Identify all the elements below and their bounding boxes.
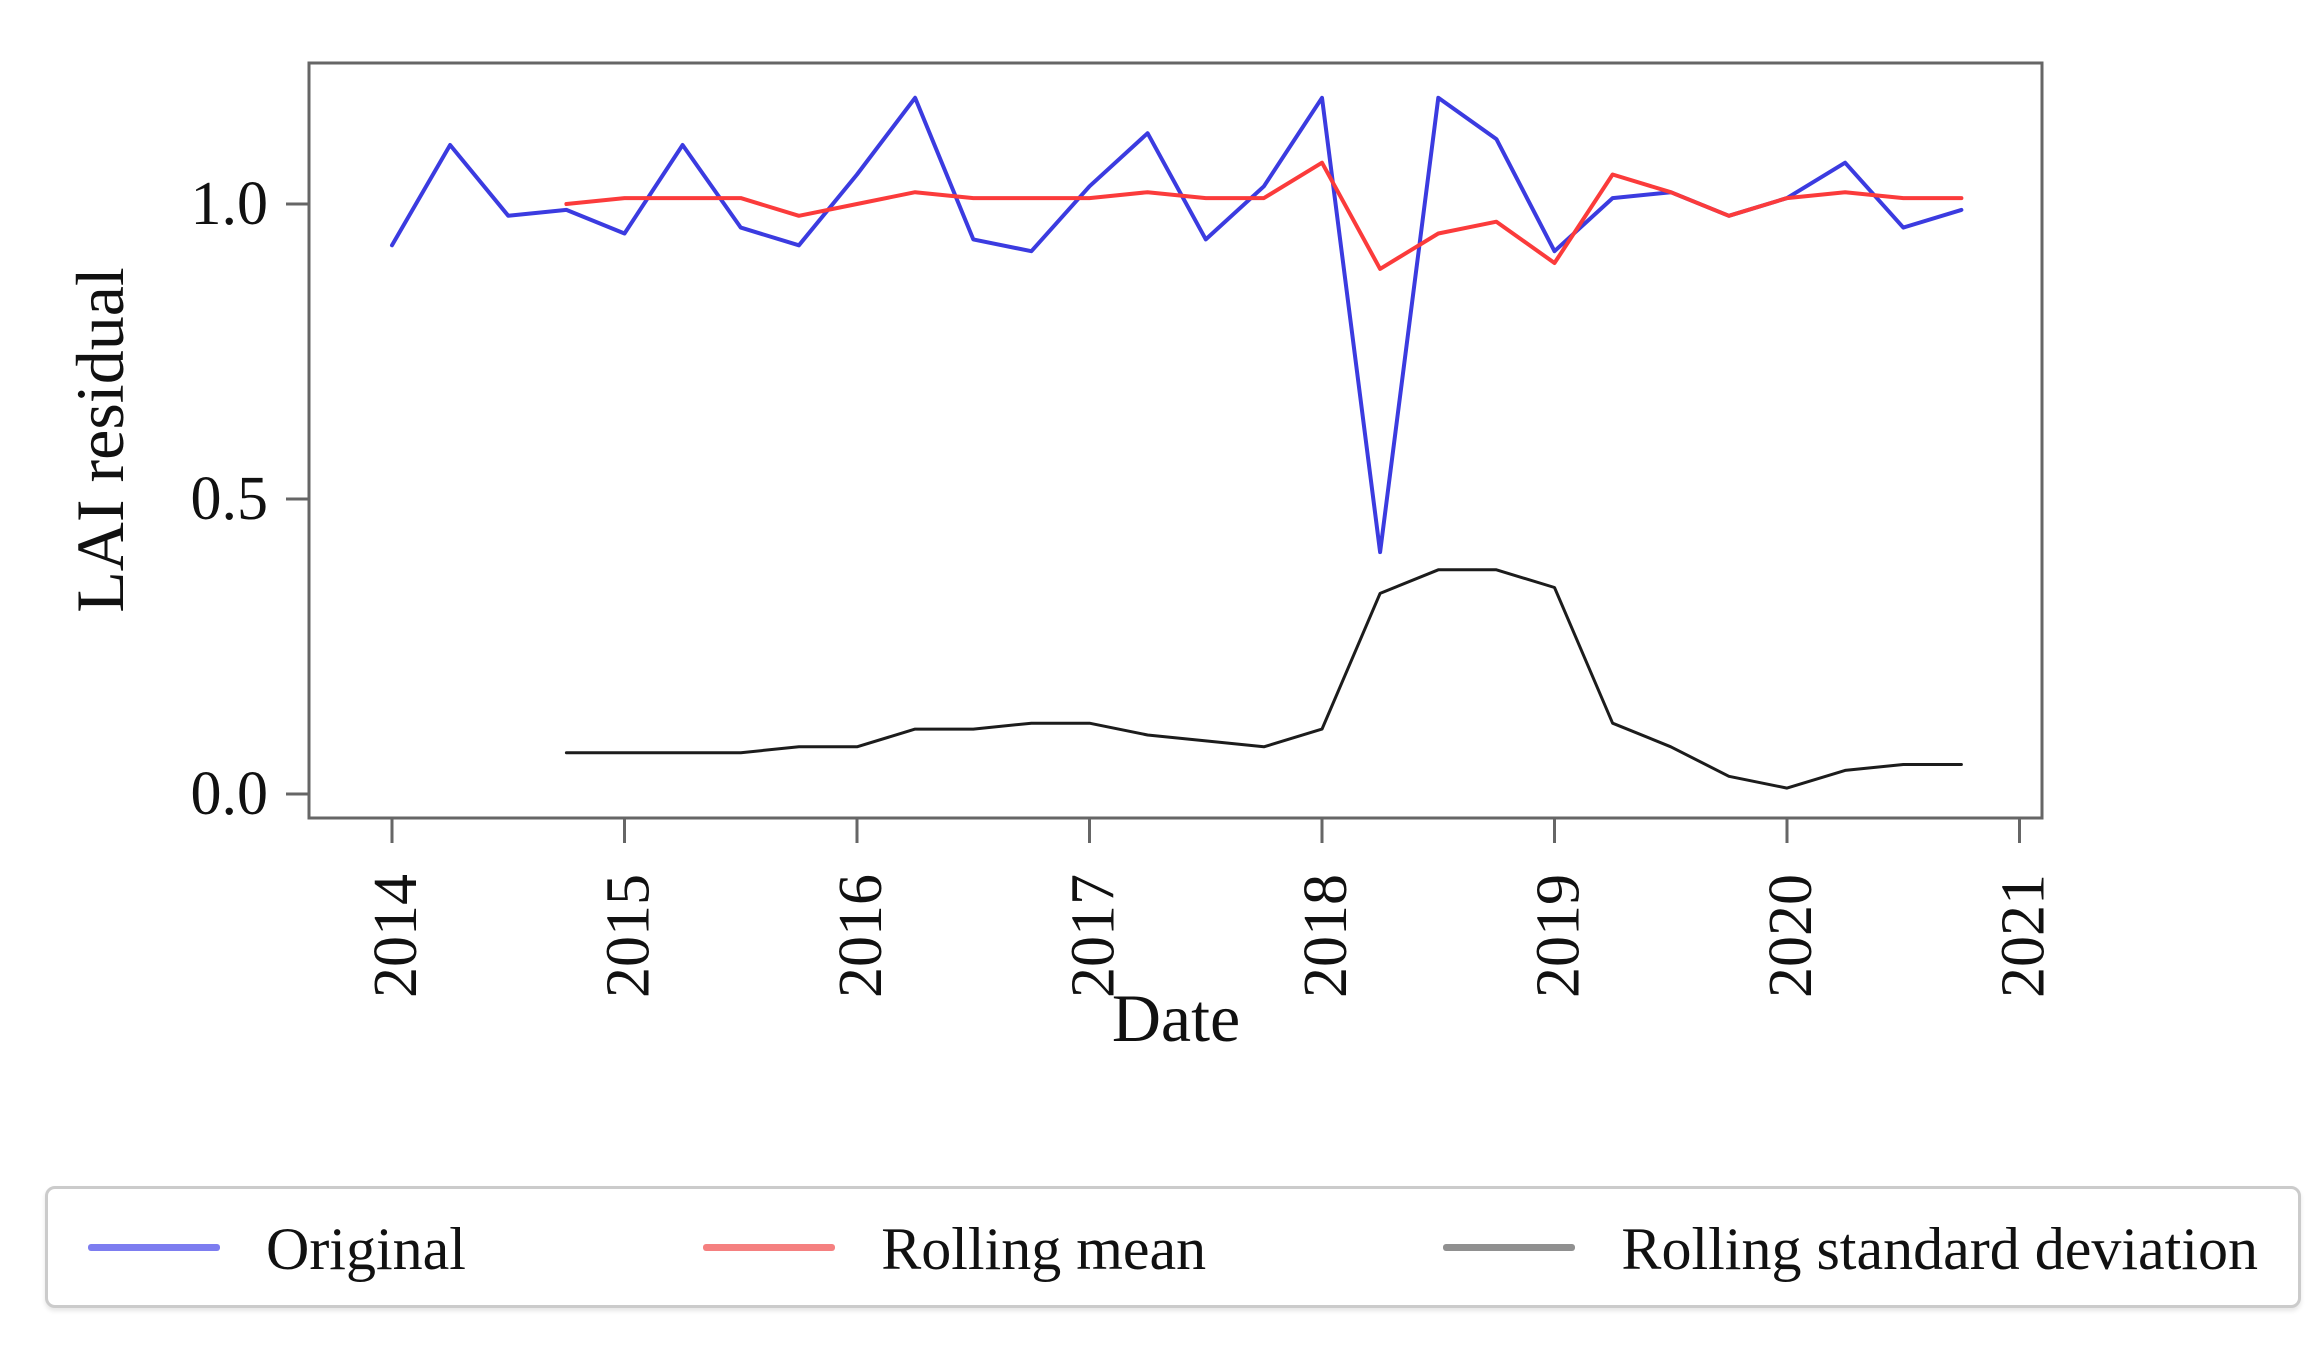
y-tick-label-0.0: 0.0 bbox=[191, 760, 269, 828]
x-axis-ticks: 2014 2015 2016 2017 2018 2019 2020 2021 bbox=[362, 818, 2058, 998]
x-tick-label-2019: 2019 bbox=[1525, 874, 1593, 998]
x-tick-label-2020: 2020 bbox=[1757, 874, 1825, 998]
legend-label-original: Original bbox=[266, 1216, 466, 1282]
x-axis-label: Date bbox=[1112, 980, 1240, 1056]
legend-label-rolling-mean: Rolling mean bbox=[881, 1216, 1207, 1282]
rolling-std-line-sample-icon bbox=[1443, 1243, 1576, 1251]
y-tick-label-0.5: 0.5 bbox=[191, 465, 269, 533]
legend-label-rolling-std: Rolling standard deviation bbox=[1621, 1216, 2258, 1282]
legend-item-rolling-std: Rolling standard deviation bbox=[1443, 1215, 2258, 1279]
x-tick-label-2018: 2018 bbox=[1292, 874, 1360, 998]
series-lines bbox=[390, 95, 1964, 790]
x-tick-label-2015: 2015 bbox=[595, 874, 663, 998]
y-axis-ticks: 0.0 0.5 1.0 bbox=[191, 170, 309, 828]
line-chart: 0.00.51.0 2014 2015 2016 2017 2018 2019 2020 20… bbox=[62, 61, 2058, 1056]
series-line-original bbox=[390, 95, 1964, 555]
y-axis-label: LAI residual bbox=[62, 267, 138, 613]
y-tick-label-1.0: 1.0 bbox=[191, 170, 269, 238]
rolling-mean-line-sample-icon bbox=[703, 1243, 836, 1251]
legend-item-rolling-mean: Rolling mean bbox=[703, 1215, 1206, 1279]
series-line-rolling-standard-deviation bbox=[564, 568, 1963, 790]
series-line-rolling-mean bbox=[564, 160, 1964, 271]
original-line-sample-icon bbox=[88, 1243, 220, 1251]
x-tick-label-2014: 2014 bbox=[362, 874, 430, 998]
legend-item-original: Original bbox=[88, 1215, 466, 1279]
chart-legend: Original Rolling mean Rolling standard d… bbox=[45, 1186, 2301, 1308]
x-tick-label-2016: 2016 bbox=[827, 874, 895, 998]
x-tick-label-2017: 2017 bbox=[1060, 874, 1128, 998]
plot-border bbox=[307, 61, 2044, 820]
x-tick-label-2021: 2021 bbox=[1990, 874, 2058, 998]
